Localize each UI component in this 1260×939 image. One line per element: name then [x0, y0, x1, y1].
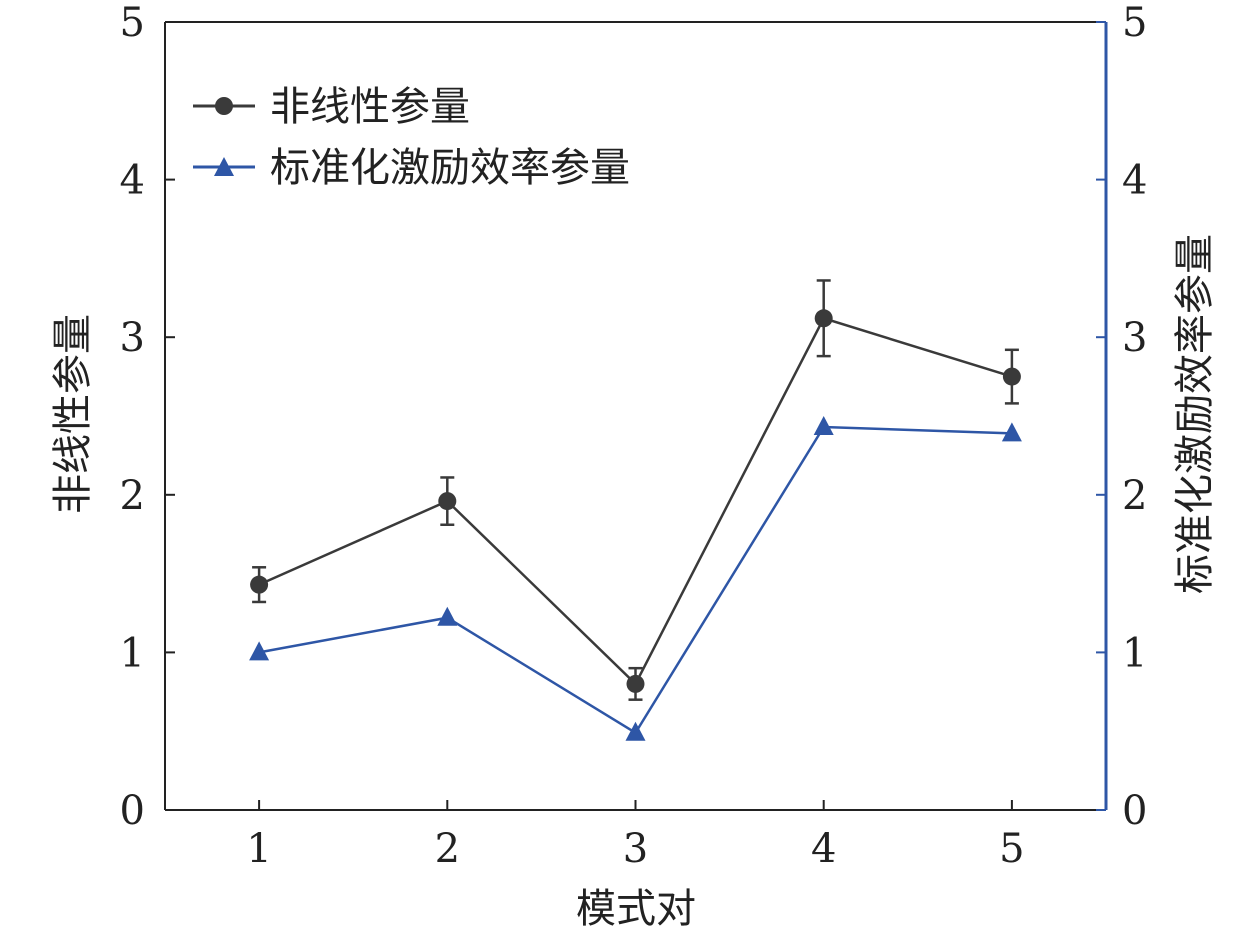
data-point-triangle — [1001, 422, 1022, 442]
legend-item-nonlinear: 非线性参量 — [193, 84, 470, 130]
x-tick-label: 2 — [435, 826, 460, 872]
data-point-triangle — [249, 641, 270, 661]
data-point-circle — [1002, 367, 1021, 386]
right-tick-label: 5 — [1122, 0, 1147, 46]
left-axis: 0 1 2 3 4 5 — [120, 0, 175, 834]
right-tick-label: 4 — [1122, 158, 1147, 204]
x-axis-title: 模式对 — [576, 886, 696, 932]
data-point-triangle — [813, 416, 834, 436]
series-layer — [249, 279, 1022, 741]
data-point-circle — [626, 674, 645, 693]
x-tick-label: 1 — [246, 826, 271, 872]
left-tick-label: 4 — [120, 158, 145, 204]
right-tick-label: 2 — [1122, 473, 1147, 519]
x-tick-label: 3 — [623, 826, 648, 872]
legend: 非线性参量 标准化激励效率参量 — [193, 84, 630, 191]
data-point-triangle — [437, 606, 458, 626]
legend-marker-triangle — [214, 157, 234, 176]
data-point-triangle — [625, 721, 646, 741]
series-1 — [250, 279, 1021, 701]
legend-item-efficiency: 标准化激励效率参量 — [193, 145, 630, 191]
left-tick-label: 3 — [120, 315, 145, 361]
legend-label-nonlinear: 非线性参量 — [270, 84, 470, 130]
data-point-circle — [814, 309, 833, 328]
right-axis-title: 标准化激励效率参量 — [1172, 234, 1218, 594]
data-point-circle — [438, 492, 457, 511]
right-tick-label: 3 — [1122, 315, 1147, 361]
legend-label-efficiency: 标准化激励效率参量 — [270, 145, 630, 191]
left-axis-title: 非线性参量 — [50, 314, 96, 514]
x-tick-label: 4 — [811, 826, 836, 872]
left-tick-label: 5 — [120, 0, 145, 46]
legend-marker-circle — [215, 97, 233, 115]
right-axis: 0 1 2 3 4 5 — [1096, 0, 1147, 834]
data-point-circle — [250, 575, 269, 594]
series-2 — [249, 416, 1022, 741]
x-tick-label: 5 — [999, 826, 1024, 872]
series-line — [258, 316, 1013, 686]
right-tick-label: 0 — [1122, 788, 1147, 834]
left-tick-label: 0 — [120, 788, 145, 834]
x-axis: 1 2 3 4 5 — [246, 800, 1025, 872]
left-tick-label: 1 — [120, 630, 145, 676]
right-tick-label: 1 — [1122, 630, 1147, 676]
left-tick-label: 2 — [120, 473, 145, 519]
